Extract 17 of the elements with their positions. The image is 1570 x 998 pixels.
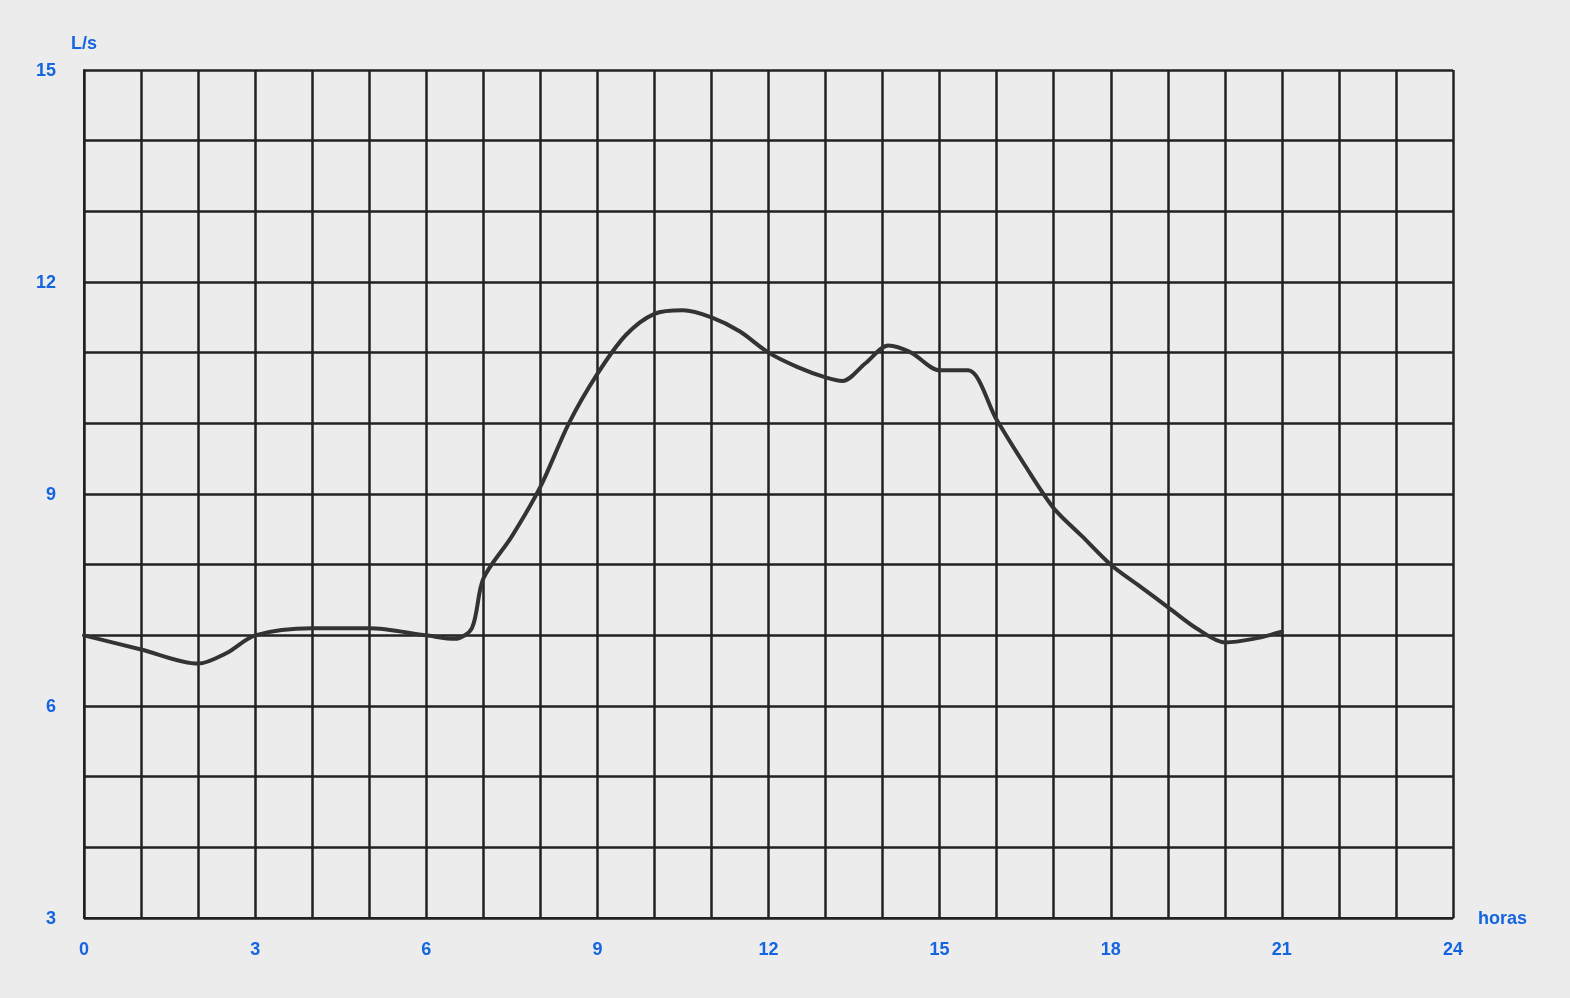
x-tick-label: 0 <box>78 939 90 959</box>
x-tick-label: 9 <box>592 939 603 959</box>
y-tick-label: 9 <box>45 484 56 504</box>
x-tick-label: 24 <box>1442 939 1464 959</box>
x-tick-label: 12 <box>758 939 779 959</box>
x-axis-title: horas <box>1478 908 1528 928</box>
y-tick-label: 3 <box>45 908 56 928</box>
x-tick-label: 15 <box>929 939 950 959</box>
y-axis-title: L/s <box>70 33 98 53</box>
x-tick-label: 21 <box>1271 939 1292 959</box>
y-tick-label: 12 <box>35 272 56 292</box>
x-tick-label: 18 <box>1100 939 1121 959</box>
line-series <box>82 308 1284 666</box>
x-tick-label: 6 <box>421 939 432 959</box>
x-tick-label: 3 <box>250 939 261 959</box>
y-tick-label: 15 <box>35 60 56 80</box>
y-tick-label: 6 <box>45 696 56 716</box>
